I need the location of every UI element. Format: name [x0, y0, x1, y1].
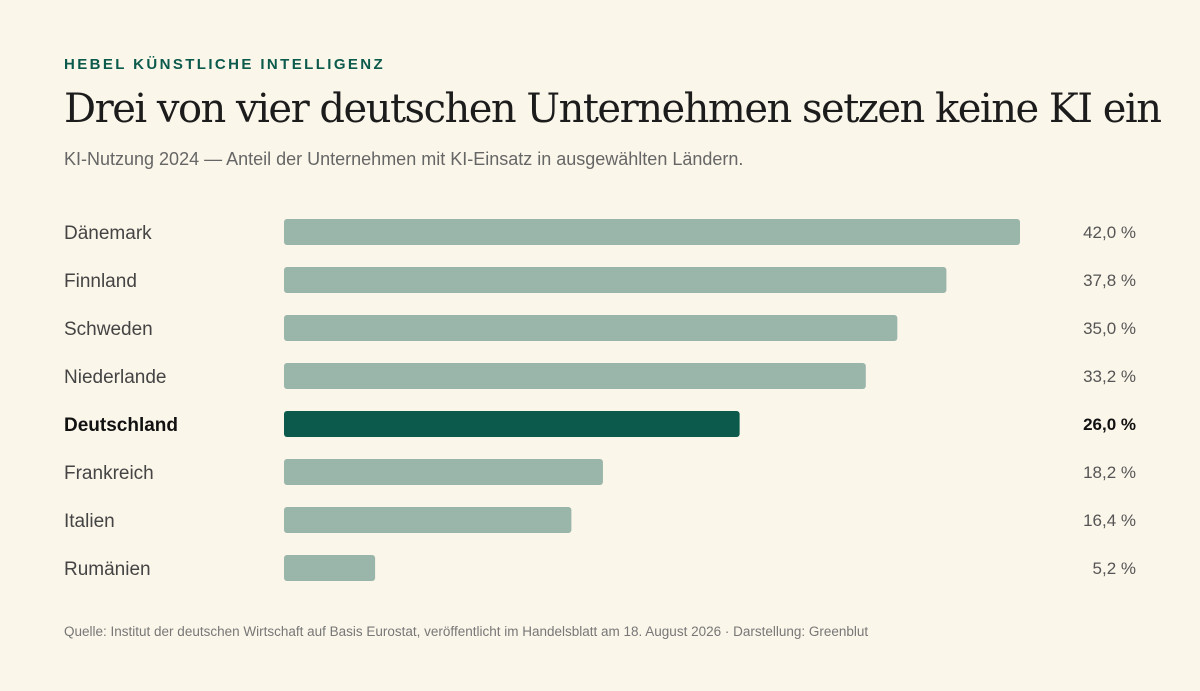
bar-row-schweden: Schweden 35,0 % — [64, 315, 1136, 341]
value-label-niederlande: 33,2 % — [1083, 367, 1136, 386]
chart-subtitle: KI-Nutzung 2024 — Anteil der Unternehmen… — [64, 149, 744, 169]
category-label-rumaenien: Rumänien — [64, 559, 151, 580]
bar-frankreich — [284, 459, 603, 485]
chart-title: Drei von vier deutschen Unternehmen setz… — [64, 86, 1162, 132]
category-label-schweden: Schweden — [64, 319, 153, 340]
bar-daenemark — [284, 219, 1020, 245]
bar-schweden — [284, 315, 898, 341]
bar-niederlande — [284, 363, 866, 389]
category-label-daenemark: Dänemark — [64, 223, 152, 244]
value-label-finnland: 37,8 % — [1083, 271, 1136, 290]
source-note: Quelle: Institut der deutschen Wirtschaf… — [64, 624, 869, 639]
bar-row-italien: Italien 16,4 % — [64, 507, 1136, 533]
bar-deutschland — [284, 411, 740, 437]
value-label-frankreich: 18,2 % — [1083, 463, 1136, 482]
bar-italien — [284, 507, 572, 533]
bar-row-deutschland: Deutschland 26,0 % — [64, 411, 1136, 437]
category-label-finnland: Finnland — [64, 271, 137, 292]
bar-row-daenemark: Dänemark 42,0 % — [64, 219, 1136, 245]
bar-row-finnland: Finnland 37,8 % — [64, 267, 1136, 293]
category-label-niederlande: Niederlande — [64, 367, 166, 388]
value-label-deutschland: 26,0 % — [1083, 415, 1136, 434]
bar-row-rumaenien: Rumänien 5,2 % — [64, 555, 1136, 581]
category-label-italien: Italien — [64, 511, 115, 532]
category-label-frankreich: Frankreich — [64, 463, 154, 484]
bar-rumaenien — [284, 555, 376, 581]
eyebrow-label: HEBEL KÜNSTLICHE INTELLIGENZ — [64, 56, 386, 73]
bar-row-niederlande: Niederlande 33,2 % — [64, 363, 1136, 389]
value-label-schweden: 35,0 % — [1083, 319, 1136, 338]
bar-finnland — [284, 267, 947, 293]
value-label-italien: 16,4 % — [1083, 511, 1136, 530]
category-label-deutschland: Deutschland — [64, 415, 178, 436]
bar-chart: Dänemark 42,0 % Finnland 37,8 % Schweden 35,0… — [64, 219, 1136, 581]
value-label-daenemark: 42,0 % — [1083, 223, 1136, 242]
bar-row-frankreich: Frankreich 18,2 % — [64, 459, 1136, 485]
value-label-rumaenien: 5,2 % — [1093, 559, 1136, 578]
